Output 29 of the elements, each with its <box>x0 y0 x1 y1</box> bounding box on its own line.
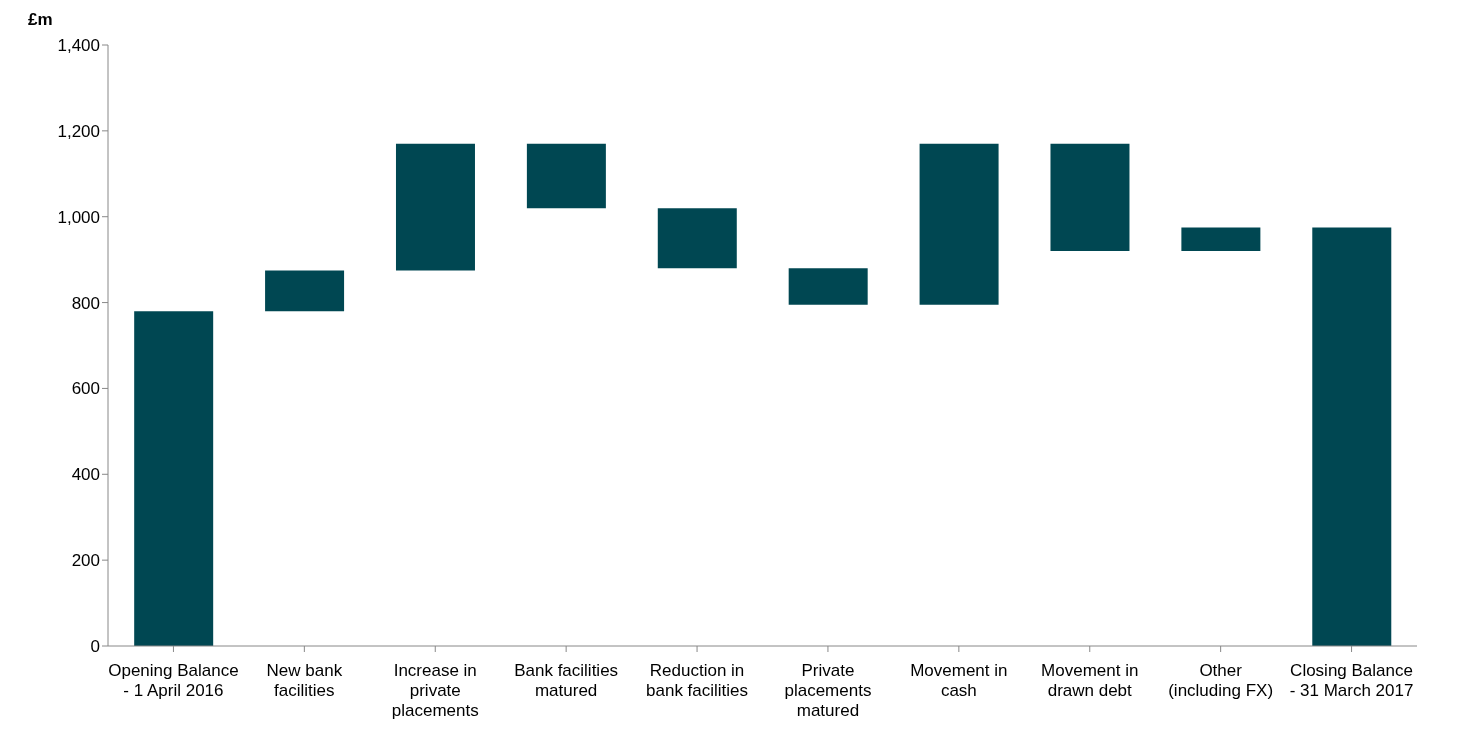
bar <box>919 143 999 305</box>
x-tick-label: New bank facilities <box>266 661 343 700</box>
bar <box>395 143 475 271</box>
x-tick-label: Increase in private placements <box>391 661 479 720</box>
y-axis-title: £m <box>28 10 53 30</box>
y-tick-label: 0 <box>90 637 100 657</box>
y-tick-label: 1,200 <box>57 121 100 141</box>
bar <box>526 143 606 209</box>
bar <box>265 270 345 312</box>
bar <box>134 311 214 646</box>
x-tick-label: Opening Balance - 1 April 2016 <box>108 661 239 700</box>
bar <box>788 268 868 305</box>
x-tick-label: Other (including FX) <box>1168 661 1274 700</box>
y-tick-label: 600 <box>71 379 100 399</box>
bar <box>1312 227 1392 646</box>
x-tick-label: Movement in cash <box>910 661 1008 700</box>
y-tick-label: 800 <box>71 293 100 313</box>
y-tick-label: 200 <box>71 551 100 571</box>
y-tick-label: 1,000 <box>57 207 100 227</box>
x-tick-label: Closing Balance - 31 March 2017 <box>1289 661 1414 700</box>
bar <box>1050 143 1130 252</box>
y-tick-label: 1,400 <box>57 36 100 56</box>
x-tick-label: Movement in drawn debt <box>1041 661 1139 700</box>
y-tick-label: 400 <box>71 465 100 485</box>
x-tick-label: Reduction in bank facilities <box>646 661 749 700</box>
bar <box>1181 227 1261 252</box>
bar <box>657 208 737 269</box>
x-tick-label: Private placements matured <box>784 661 872 720</box>
x-tick-label: Bank facilities matured <box>514 661 619 700</box>
